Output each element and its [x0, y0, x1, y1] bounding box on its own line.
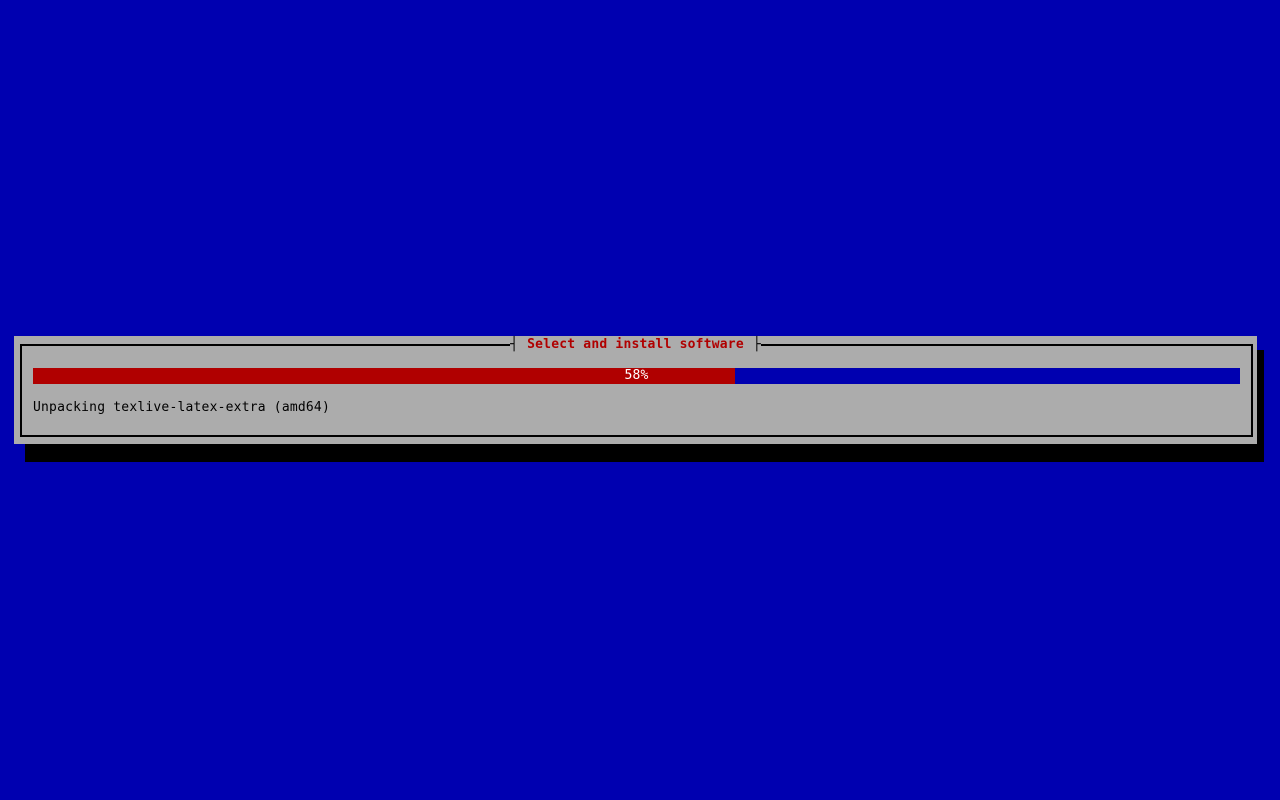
dialog-border: [20, 344, 1253, 437]
progress-bar: 58%: [33, 368, 1240, 384]
progress-percent-label: 58%: [624, 368, 649, 383]
progress-fill: [33, 368, 736, 384]
progress-dialog: ┤ Select and install software ├ 58% Unpa…: [14, 336, 1257, 444]
status-text: Unpacking texlive-latex-extra (amd64): [33, 400, 330, 415]
